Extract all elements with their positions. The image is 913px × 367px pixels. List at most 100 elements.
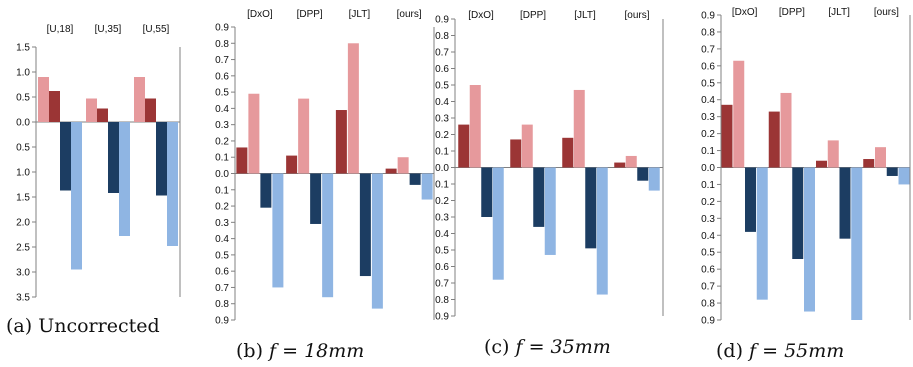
y-tick-label: 0.6	[215, 267, 229, 278]
bar	[721, 104, 733, 168]
bar	[573, 89, 585, 168]
y-tick-label: 0.2	[215, 202, 229, 213]
y-tick-label: 0.0	[701, 163, 715, 174]
bar	[510, 139, 522, 168]
caption-a-letter: (a)	[6, 315, 33, 337]
y-tick-label: 0.4	[701, 95, 715, 106]
caption-a: (a) Uncorrected	[6, 315, 160, 337]
y-tick-label: 0.3	[701, 112, 715, 123]
bar	[816, 160, 827, 168]
bar	[421, 173, 433, 200]
category-label: [ours]	[874, 7, 899, 18]
category-label: [DxO]	[732, 7, 758, 18]
chart-f18: 0.9 0.8 0.7 0.6 0.5 0.4 0.3 0.2 0.1 0.0 0.1 0.2 0.3 0…	[215, 9, 435, 327]
y-tick-label: 0.8	[701, 299, 715, 310]
y-tick-label: 2.0	[16, 218, 30, 229]
bar	[167, 122, 178, 246]
bar	[851, 167, 863, 320]
y-tick-label: 0.1	[435, 147, 449, 158]
y-tick-label: 0.5	[701, 78, 715, 89]
category-label: [U,55]	[143, 24, 170, 35]
y-tick-label: 0.4	[215, 104, 229, 115]
y-tick-label: 0.2	[435, 196, 449, 207]
y-tick-label: 0.6	[435, 64, 449, 75]
y-tick-label: 0.2	[435, 130, 449, 141]
y-tick-label: 0.4	[701, 231, 715, 242]
bar	[108, 122, 119, 193]
category-label: [DxO]	[247, 9, 273, 20]
y-tick-label: 0.7	[701, 282, 715, 293]
caption-b-letter: (b)	[236, 340, 263, 362]
bar	[286, 155, 298, 174]
category-label: [JLT]	[574, 10, 596, 21]
bar	[298, 98, 310, 174]
y-tick-label: 0.9	[701, 11, 715, 22]
bar	[335, 110, 347, 174]
bar	[804, 167, 815, 312]
bar	[322, 173, 334, 298]
bar	[458, 124, 470, 168]
bar	[145, 98, 156, 122]
bar	[585, 167, 597, 249]
category-label: [DPP]	[520, 10, 546, 21]
y-tick-label: 0.2	[701, 129, 715, 140]
bar	[827, 140, 839, 168]
bar	[792, 167, 804, 259]
y-tick-label: 0.4	[435, 229, 449, 240]
y-tick-label: 0.9	[701, 316, 715, 327]
bar	[38, 77, 49, 122]
y-tick-label: 0.0	[435, 163, 449, 174]
y-tick-label: 0.9	[435, 15, 449, 26]
category-label: [ours]	[624, 10, 649, 21]
bar	[562, 137, 574, 168]
y-tick-label: 0.3	[215, 218, 229, 229]
category-label: [JLT]	[828, 7, 850, 18]
y-tick-label: 0.4	[435, 97, 449, 108]
bar	[745, 167, 756, 232]
y-tick-label: 0.9	[435, 312, 449, 323]
y-tick-label: 0.6	[435, 262, 449, 273]
caption-c: (c) f = 35mm	[484, 336, 611, 358]
y-tick-label: 0.7	[701, 44, 715, 55]
caption-d-letter: (d)	[716, 340, 743, 362]
y-tick-label: 0.5	[16, 143, 30, 154]
y-tick-label: 0.0	[215, 169, 229, 180]
bar	[863, 159, 875, 168]
bar	[49, 91, 60, 122]
y-tick-label: 0.3	[701, 214, 715, 225]
bar	[756, 167, 768, 300]
bar	[71, 122, 82, 270]
y-tick-label: 3.0	[16, 268, 30, 279]
y-tick-label: 0.5	[16, 93, 30, 104]
y-tick-label: 1.5	[16, 43, 30, 54]
bar	[886, 167, 898, 176]
bar	[481, 167, 493, 217]
bar	[385, 168, 397, 174]
bar	[97, 108, 108, 122]
bar	[119, 122, 130, 236]
bar	[637, 167, 649, 181]
y-tick-label: 0.7	[435, 279, 449, 290]
caption-c-math: f = 35mm	[515, 336, 611, 358]
y-tick-label: 0.5	[435, 246, 449, 257]
category-label: [U,35]	[95, 24, 122, 35]
y-tick-label: 0.2	[701, 197, 715, 208]
y-tick-label: 0.5	[215, 250, 229, 261]
bar	[596, 167, 608, 295]
category-label: [DxO]	[468, 10, 494, 21]
caption-a-text: Uncorrected	[38, 315, 160, 337]
bar	[86, 98, 97, 122]
y-tick-label: 0.9	[215, 316, 229, 327]
bar	[648, 167, 660, 191]
caption-b-math: f = 18mm	[269, 340, 365, 362]
category-label: [DPP]	[297, 9, 323, 20]
y-tick-label: 0.7	[215, 55, 229, 66]
y-tick-label: 0.1	[435, 180, 449, 191]
bar	[733, 60, 745, 168]
category-label: [JLT]	[349, 9, 371, 20]
bar	[409, 173, 421, 185]
y-tick-label: 0.5	[435, 81, 449, 92]
bar	[236, 147, 248, 174]
y-tick-label: 0.1	[701, 180, 715, 191]
